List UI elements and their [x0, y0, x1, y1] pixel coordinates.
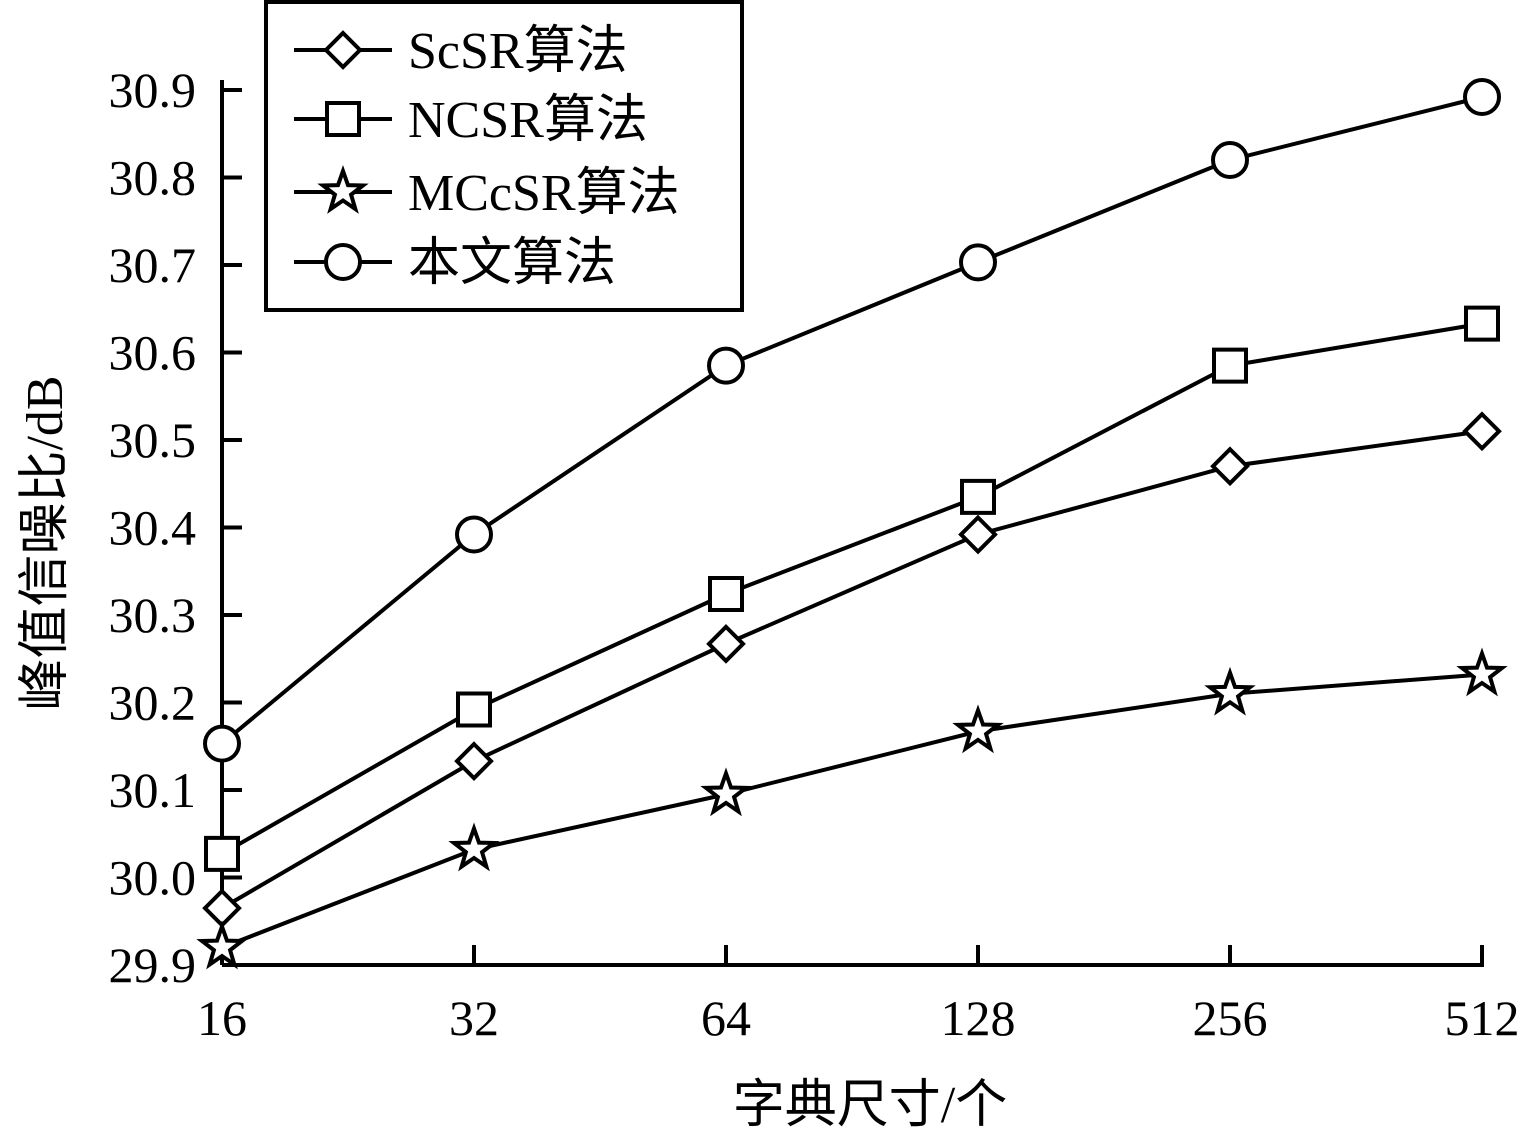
series-line: [220, 429, 1483, 910]
y-tick-label: 30.7: [109, 237, 197, 293]
series-line: [221, 672, 1483, 950]
data-point-star: [952, 704, 1004, 754]
y-tick-label: 30.1: [109, 762, 197, 818]
data-point-diamond: [706, 624, 746, 664]
x-axis-title: 字典尺寸/个: [733, 1077, 1007, 1134]
x-tick-label: 32: [449, 990, 499, 1046]
data-point-diamond: [1462, 411, 1502, 452]
series-star: [196, 647, 1508, 970]
data-point-circle: [959, 243, 997, 282]
data-point-circle: [707, 346, 745, 385]
y-tick-label: 30.8: [109, 150, 197, 206]
x-tick-label: 512: [1445, 990, 1520, 1046]
data-point-diamond: [958, 514, 998, 555]
legend-entry: NCSR算法: [294, 92, 648, 149]
legend-star-icon: [317, 165, 369, 214]
legend-diamond-icon: [323, 30, 363, 70]
y-tick-label: 29.9: [109, 937, 197, 993]
data-point-star: [448, 822, 500, 872]
series-circle: [203, 78, 1501, 763]
legend-entry: ScSR算法: [294, 23, 628, 80]
legend-entry: 本文算法: [294, 235, 616, 292]
legend-entry: MCcSR算法: [294, 165, 680, 222]
y-tick-label: 30.3: [109, 587, 197, 643]
y-tick-label: 30.2: [109, 675, 197, 731]
data-point-square: [1464, 305, 1500, 342]
legend-label: ScSR算法: [408, 23, 628, 80]
x-tick-label: 16: [197, 990, 247, 1046]
data-point-circle: [203, 724, 241, 763]
data-point-star: [1204, 666, 1256, 716]
data-point-square: [204, 835, 240, 872]
y-tick-label: 30.5: [109, 412, 197, 468]
data-point-circle: [1463, 78, 1501, 116]
x-tick-label: 64: [701, 990, 751, 1046]
y-tick-label: 30.6: [109, 325, 197, 381]
data-point-diamond: [202, 888, 242, 928]
x-tick-label: 256: [1193, 990, 1268, 1046]
data-point-diamond: [1210, 446, 1250, 487]
data-point-star: [1456, 647, 1508, 697]
legend-label: 本文算法: [408, 235, 616, 292]
data-point-square: [456, 691, 492, 728]
data-point-square: [708, 576, 744, 612]
legend-label: MCcSR算法: [408, 165, 680, 222]
legend-label: NCSR算法: [408, 92, 648, 149]
series-diamond: [202, 411, 1502, 928]
series-line: [221, 321, 1483, 856]
data-point-circle: [1211, 141, 1249, 179]
series-line: [220, 95, 1483, 746]
data-point-star: [700, 767, 752, 817]
axes: 29.9 30.0 30.1 30.2 30.3 30.4 30.5 30.6 30.7 30.8…: [109, 62, 1520, 1046]
y-tick-label: 30.9: [109, 62, 197, 118]
y-tick-label: 30.0: [109, 850, 197, 906]
legend-square-icon: [325, 101, 361, 137]
data-point-diamond: [454, 741, 494, 781]
series-square: [204, 305, 1500, 872]
x-tick-label: 128: [941, 990, 1016, 1046]
data-point-star: [196, 920, 248, 970]
data-point-square: [960, 478, 996, 515]
y-tick-label: 30.4: [109, 500, 197, 556]
data-point-circle: [455, 515, 493, 554]
y-axis-title: 峰值信噪比/dB: [17, 375, 74, 710]
legend-circle-icon: [324, 243, 362, 281]
data-point-square: [1212, 347, 1248, 384]
series-layer: [196, 78, 1508, 970]
